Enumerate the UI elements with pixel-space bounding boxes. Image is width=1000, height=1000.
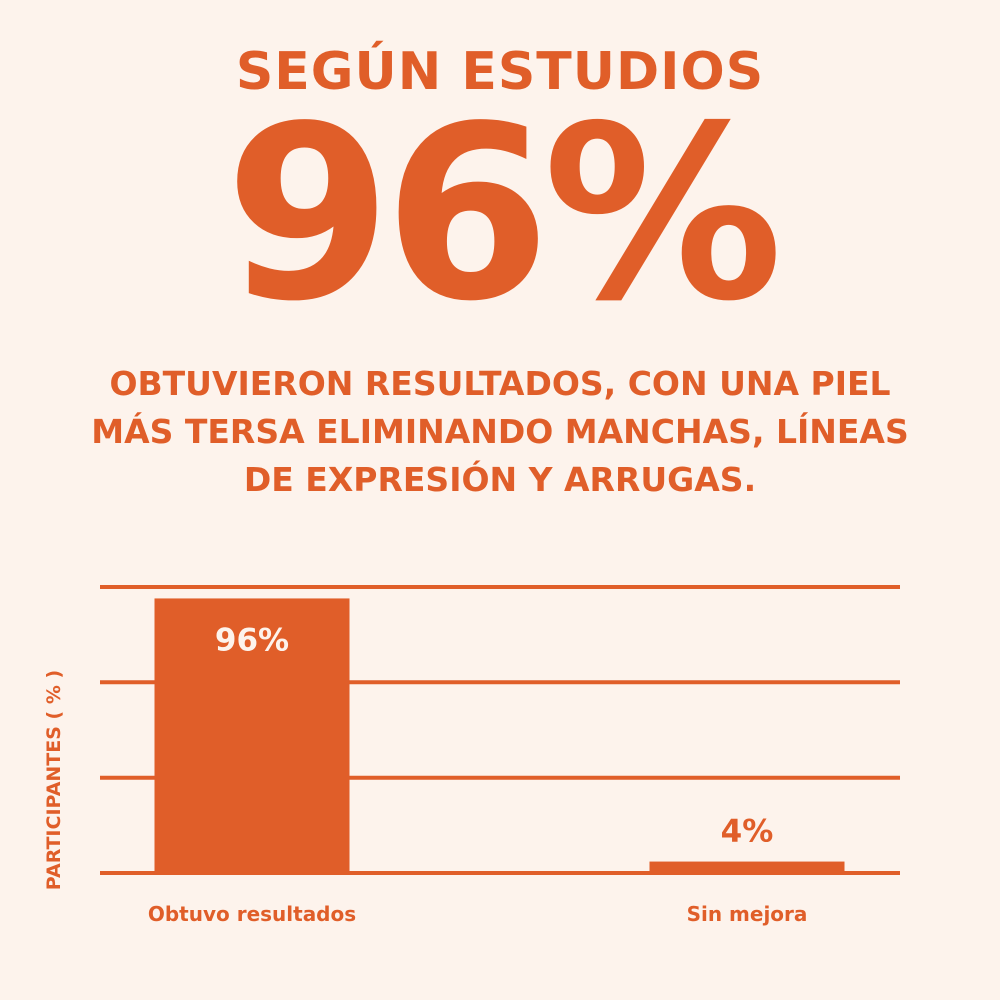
big-stat: 96% — [224, 74, 783, 354]
bar-1 — [649, 861, 845, 873]
category-label-1: Sin mejora — [687, 902, 808, 926]
bar-chart: 96% Obtuvo resultados 4% Sin mejora PARTICI… — [0, 560, 1000, 960]
category-label-0: Obtuvo resultados — [148, 902, 356, 926]
bars — [154, 598, 845, 873]
description-text: OBTUVIERON RESULTADOS, CON UNA PIEL MÁS … — [91, 364, 909, 499]
labels: 96% Obtuvo resultados 4% Sin mejora — [148, 622, 808, 926]
bar-chart-svg: 96% Obtuvo resultados 4% Sin mejora PARTICI… — [43, 585, 900, 926]
bar-0 — [154, 598, 350, 873]
kicker-heading: SEGÚN ESTUDIOS — [235, 42, 765, 102]
data-label-0: 96% — [215, 622, 289, 658]
y-axis-label: PARTICIPANTES ( % ) — [43, 670, 65, 890]
data-label-1: 4% — [721, 814, 774, 850]
